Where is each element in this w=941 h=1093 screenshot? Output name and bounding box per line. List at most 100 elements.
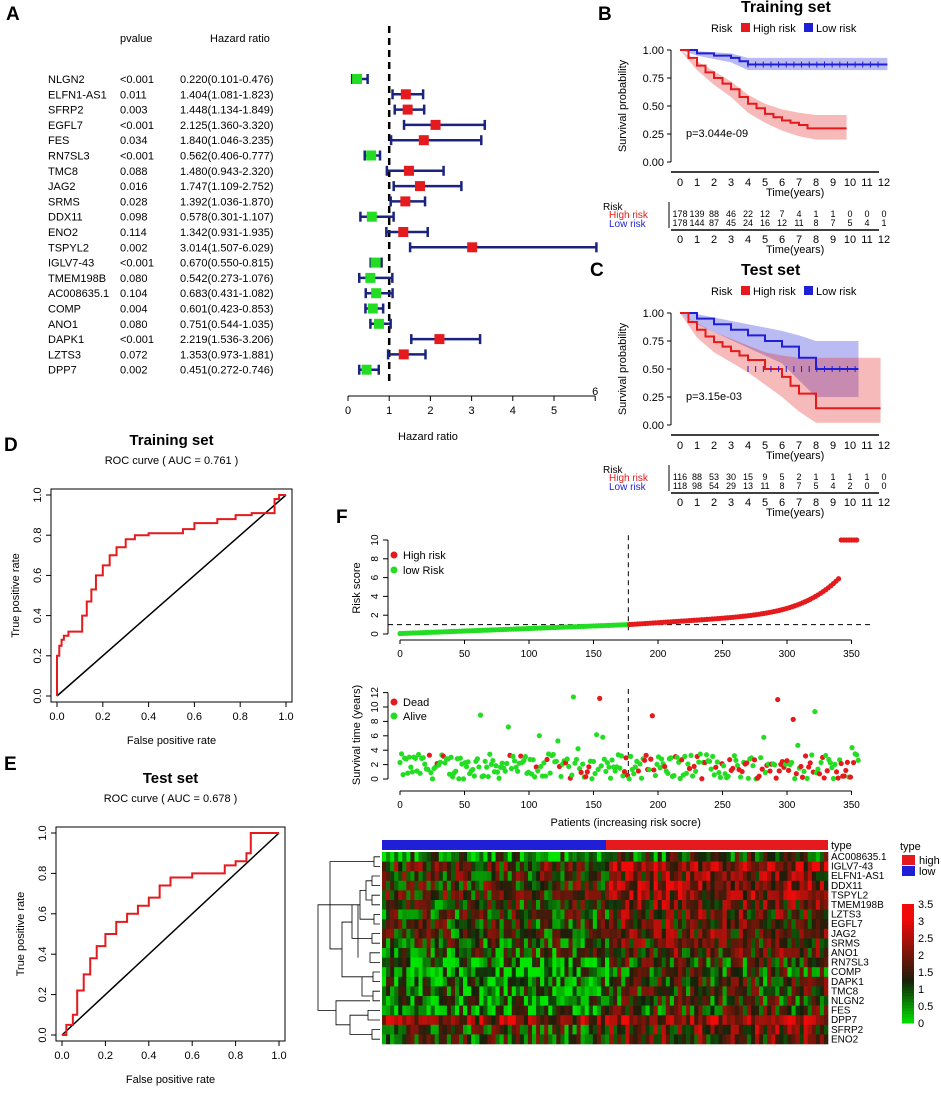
heatmap-cell bbox=[418, 1034, 423, 1045]
surv-point bbox=[558, 773, 564, 780]
heatmap-cell bbox=[475, 986, 480, 997]
heatmap-cell bbox=[442, 928, 448, 939]
heatmap-cell bbox=[746, 919, 752, 930]
surv-point bbox=[697, 751, 703, 757]
heatmap-cell bbox=[791, 919, 796, 930]
heatmap-cell bbox=[527, 871, 533, 882]
heatmap-cell bbox=[645, 1005, 650, 1016]
heatmap-cell bbox=[560, 986, 565, 997]
heatmap-cell bbox=[511, 880, 517, 891]
heatmap-cell bbox=[491, 900, 496, 910]
km-x-tick-label: 6 bbox=[779, 440, 785, 452]
heatmap-cell bbox=[527, 976, 533, 987]
heatmap-cell bbox=[787, 900, 792, 910]
heatmap-cell bbox=[511, 861, 517, 872]
heatmap-cell bbox=[609, 1005, 614, 1016]
heatmap-cell bbox=[669, 890, 675, 901]
heatmap-cell bbox=[572, 909, 577, 920]
heatmap-cell bbox=[596, 967, 602, 978]
heatmap-cell bbox=[807, 1015, 813, 1026]
heatmap-cell bbox=[576, 957, 581, 968]
heatmap-cell bbox=[459, 1034, 464, 1045]
heatmap-cell bbox=[479, 967, 484, 978]
forest-point bbox=[361, 364, 372, 375]
heatmap-cell bbox=[592, 948, 598, 958]
heatmap-cell bbox=[750, 890, 756, 901]
heatmap-cell bbox=[532, 1005, 537, 1016]
heatmap-cell bbox=[475, 871, 480, 882]
heatmap-cell bbox=[398, 890, 403, 901]
surv-point bbox=[584, 769, 590, 775]
forest-header-hr: Hazard ratio bbox=[210, 33, 270, 45]
surv-point bbox=[812, 709, 818, 715]
heatmap-cell bbox=[467, 996, 472, 1006]
heatmap-cell bbox=[446, 957, 452, 968]
heatmap-cell bbox=[702, 909, 707, 920]
heatmap-cell bbox=[787, 996, 792, 1006]
heatmap-cell bbox=[759, 1034, 764, 1045]
heatmap-dendrogram-branch bbox=[371, 1029, 380, 1040]
heatmap-cell bbox=[406, 1024, 411, 1035]
heatmap-cell bbox=[706, 909, 711, 920]
heatmap-cell bbox=[434, 986, 440, 997]
forest-hr-text: 0.683(0.431-1.082) bbox=[180, 288, 274, 300]
forest-gene-label: LZTS3 bbox=[48, 349, 81, 361]
heatmap-cell bbox=[702, 1015, 707, 1026]
heatmap-cell bbox=[483, 861, 488, 872]
heatmap-cell bbox=[592, 976, 598, 987]
heatmap-cell bbox=[738, 861, 744, 872]
heatmap-cell bbox=[459, 880, 464, 891]
heatmap-cell bbox=[552, 1034, 557, 1045]
heatmap-cell bbox=[665, 938, 671, 949]
heatmap-cell bbox=[803, 909, 809, 920]
heatmap-cell bbox=[386, 938, 391, 949]
heatmap-cell bbox=[673, 871, 679, 882]
heatmap-cell bbox=[742, 986, 748, 997]
heatmap-cell bbox=[718, 900, 723, 910]
heatmap-cell bbox=[450, 1024, 456, 1035]
surv-point bbox=[570, 694, 576, 700]
heatmap-cell bbox=[653, 948, 659, 958]
heatmap-cell bbox=[621, 852, 626, 862]
heatmap-cell bbox=[799, 871, 804, 882]
heatmap-cell bbox=[487, 909, 492, 920]
heatmap-cell bbox=[463, 996, 468, 1006]
heatmap-cell bbox=[710, 890, 715, 901]
heatmap-cell bbox=[479, 1005, 484, 1016]
heatmap-cell bbox=[390, 1024, 395, 1035]
heatmap-cell bbox=[718, 1024, 723, 1035]
heatmap-cell bbox=[414, 861, 419, 872]
surv-point bbox=[824, 768, 830, 774]
km-table-low-count: 8 bbox=[779, 481, 784, 491]
km-table-label: Risk bbox=[603, 202, 623, 213]
heatmap-cell bbox=[673, 1015, 679, 1026]
heatmap-cell bbox=[625, 1005, 630, 1016]
heatmap-cell bbox=[617, 928, 622, 939]
heatmap-cell bbox=[661, 909, 667, 920]
surv-point bbox=[714, 759, 720, 765]
heatmap-cell bbox=[434, 948, 440, 958]
heatmap-cell bbox=[519, 852, 525, 862]
heatmap-cell bbox=[467, 852, 472, 862]
heatmap-cell bbox=[811, 1034, 817, 1045]
heatmap-cell bbox=[750, 852, 756, 862]
heatmap-scale-segment bbox=[902, 975, 914, 979]
heatmap-cell bbox=[633, 976, 638, 987]
heatmap-cell bbox=[402, 948, 407, 958]
heatmap-cell bbox=[596, 948, 602, 958]
roc-y-tick-label: 0.6 bbox=[32, 568, 44, 583]
heatmap-scale-segment bbox=[902, 996, 914, 1000]
heatmap-cell bbox=[519, 928, 525, 939]
heatmap-cell bbox=[669, 861, 675, 872]
heatmap-cell bbox=[446, 948, 452, 958]
heatmap-cell bbox=[556, 976, 561, 987]
surv-point bbox=[406, 754, 412, 760]
heatmap-cell bbox=[410, 996, 415, 1006]
heatmap-cell bbox=[430, 1024, 436, 1035]
heatmap-cell bbox=[475, 919, 480, 930]
heatmap-cell bbox=[499, 928, 504, 939]
heatmap-cell bbox=[491, 890, 496, 901]
heatmap-cell bbox=[617, 880, 622, 891]
heatmap-cell bbox=[454, 1024, 460, 1035]
